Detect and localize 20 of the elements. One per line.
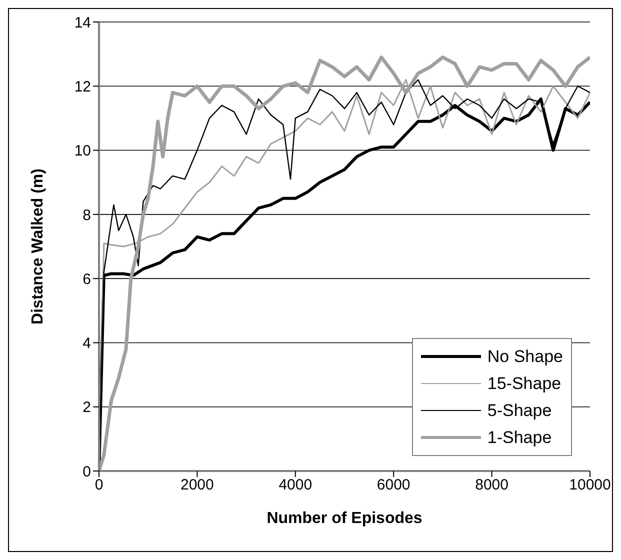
y-tick-label: 0 xyxy=(82,463,91,480)
x-tick-label: 6000 xyxy=(376,476,410,494)
x-tick-label: 4000 xyxy=(278,476,312,494)
y-tick-label: 12 xyxy=(74,78,91,96)
legend-label: No Shape xyxy=(487,346,563,368)
x-tick-label: 10000 xyxy=(569,476,611,494)
y-tick-label: 2 xyxy=(82,399,91,416)
x-tick-label: 8000 xyxy=(475,476,508,494)
y-tick-label: 4 xyxy=(82,335,91,352)
x-tick-label: 0 xyxy=(94,476,104,494)
x-axis-title: Number of Episodes xyxy=(266,510,422,527)
x-tick-label: 2000 xyxy=(180,476,214,494)
y-tick-label: 14 xyxy=(74,14,91,32)
y-tick-label: 8 xyxy=(82,206,91,224)
y-axis-title: Distance Walked (m) xyxy=(30,168,47,324)
legend-label: 1-Shape xyxy=(487,427,552,449)
legend-label: 5-Shape xyxy=(487,400,552,422)
y-tick-label: 6 xyxy=(82,270,91,288)
y-tick-label: 10 xyxy=(74,142,91,160)
legend-label: 15-Shape xyxy=(487,373,562,395)
